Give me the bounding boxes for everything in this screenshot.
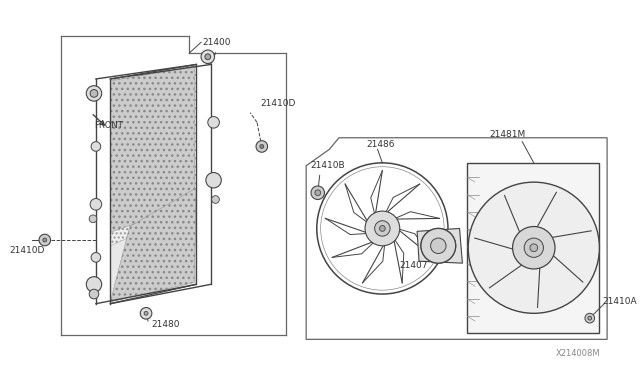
Circle shape — [585, 313, 595, 323]
Circle shape — [468, 182, 600, 313]
Circle shape — [91, 253, 100, 262]
Circle shape — [91, 142, 100, 151]
Circle shape — [43, 238, 47, 242]
Polygon shape — [110, 64, 196, 304]
Circle shape — [201, 50, 214, 64]
Circle shape — [144, 311, 148, 315]
Text: 21481M: 21481M — [490, 130, 525, 140]
Circle shape — [260, 145, 264, 148]
Text: 21410A: 21410A — [602, 297, 637, 306]
Circle shape — [86, 86, 102, 101]
Circle shape — [421, 228, 456, 263]
Circle shape — [212, 196, 220, 203]
Text: 21486: 21486 — [366, 140, 394, 149]
Circle shape — [256, 141, 268, 152]
Circle shape — [86, 277, 102, 292]
Circle shape — [431, 238, 446, 253]
Circle shape — [140, 308, 152, 319]
Text: 21480: 21480 — [151, 320, 179, 329]
Text: 21410D: 21410D — [9, 246, 44, 255]
Polygon shape — [110, 64, 196, 246]
Circle shape — [365, 211, 400, 246]
Circle shape — [426, 233, 451, 258]
Circle shape — [513, 227, 555, 269]
Text: X214008M: X214008M — [556, 349, 600, 358]
Polygon shape — [417, 228, 463, 263]
Text: 21410D: 21410D — [260, 99, 295, 108]
Circle shape — [380, 225, 385, 231]
Circle shape — [206, 173, 221, 188]
Circle shape — [524, 238, 543, 257]
Text: 21410B: 21410B — [310, 161, 345, 170]
Circle shape — [374, 221, 390, 236]
Circle shape — [89, 289, 99, 299]
Circle shape — [433, 241, 443, 251]
Circle shape — [39, 234, 51, 246]
Polygon shape — [110, 188, 196, 302]
Circle shape — [530, 244, 538, 251]
Text: FRONT: FRONT — [94, 121, 123, 130]
Circle shape — [208, 116, 220, 128]
Circle shape — [89, 215, 97, 223]
Polygon shape — [110, 66, 195, 232]
Circle shape — [90, 199, 102, 210]
Polygon shape — [467, 163, 600, 333]
Circle shape — [421, 228, 456, 263]
Text: 21407: 21407 — [400, 261, 428, 270]
Circle shape — [311, 186, 324, 199]
Circle shape — [588, 316, 591, 320]
Text: 21400: 21400 — [202, 38, 230, 47]
Circle shape — [205, 54, 211, 60]
Circle shape — [90, 90, 98, 97]
Circle shape — [315, 190, 321, 196]
